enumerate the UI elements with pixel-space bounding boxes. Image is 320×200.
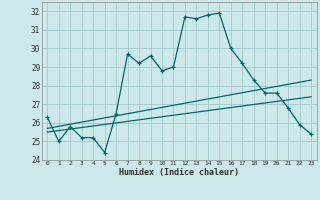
X-axis label: Humidex (Indice chaleur): Humidex (Indice chaleur) (119, 168, 239, 177)
